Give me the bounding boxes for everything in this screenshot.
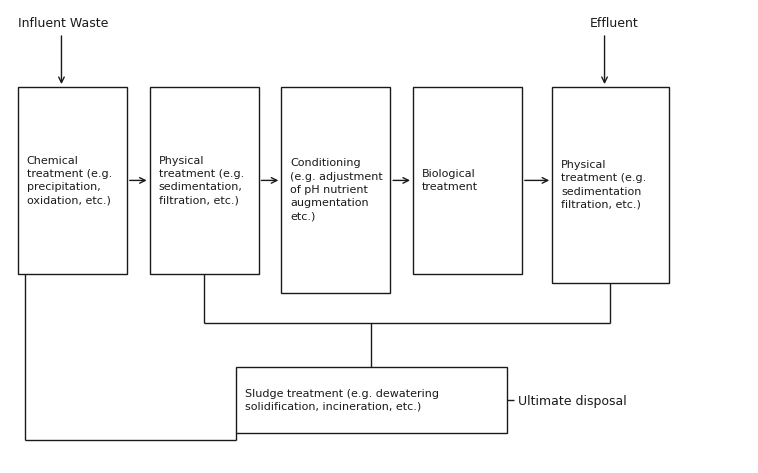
- Text: Physical
treatment (e.g.
sedimentation,
filtration, etc.): Physical treatment (e.g. sedimentation, …: [158, 156, 244, 205]
- Text: Effluent: Effluent: [590, 17, 638, 30]
- Bar: [18, 87, 127, 274]
- Text: Influent Waste: Influent Waste: [18, 17, 108, 30]
- Bar: [552, 87, 669, 283]
- Text: Ultimate disposal: Ultimate disposal: [518, 394, 627, 408]
- Bar: [236, 368, 507, 433]
- Text: Physical
treatment (e.g.
sedimentation
filtration, etc.): Physical treatment (e.g. sedimentation f…: [561, 160, 647, 210]
- Text: Biological
treatment: Biological treatment: [422, 169, 478, 192]
- Bar: [149, 87, 258, 274]
- Text: Conditioning
(e.g. adjustment
of pH nutrient
augmentation
etc.): Conditioning (e.g. adjustment of pH nutr…: [290, 158, 383, 221]
- Text: Chemical
treatment (e.g.
precipitation,
oxidation, etc.): Chemical treatment (e.g. precipitation, …: [27, 156, 112, 205]
- Bar: [413, 87, 522, 274]
- Text: Sludge treatment (e.g. dewatering
solidification, incineration, etc.): Sludge treatment (e.g. dewatering solidi…: [245, 388, 439, 412]
- Bar: [281, 87, 390, 293]
